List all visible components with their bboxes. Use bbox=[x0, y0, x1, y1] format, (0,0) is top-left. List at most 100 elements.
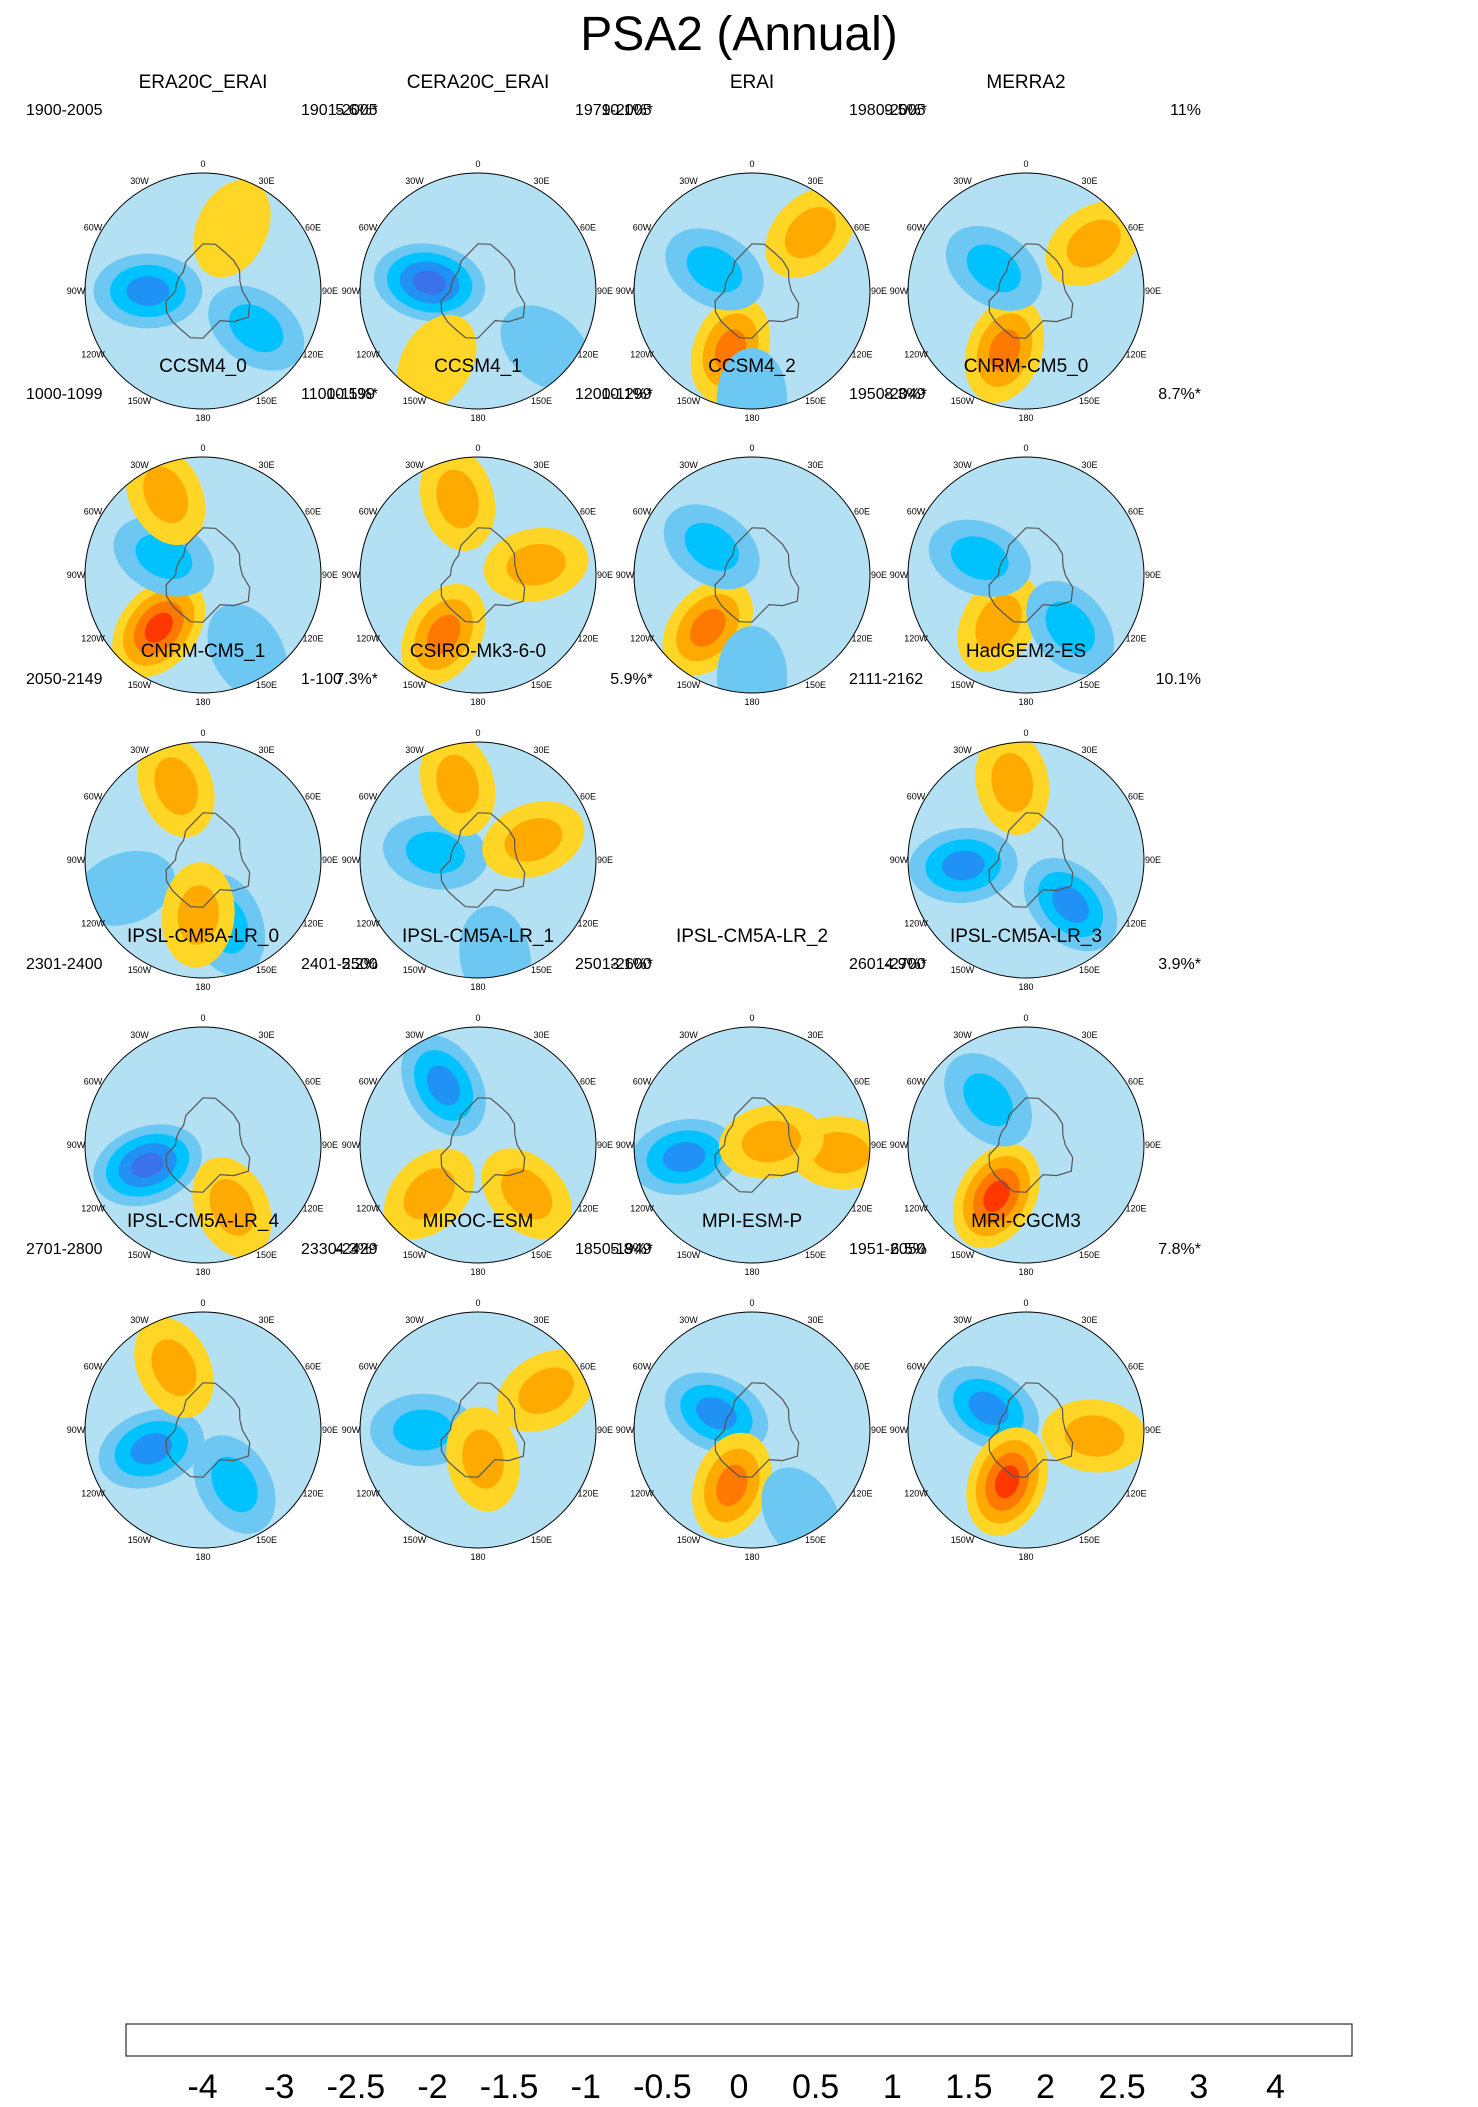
anomaly-contour bbox=[810, 1132, 870, 1174]
longitude-label: 30E bbox=[807, 176, 823, 186]
panel-period: 1850-1949 bbox=[575, 1241, 652, 1258]
map-panel: 0 30E 60E 90E 120E 150E 180 150W 120W 90W 60W 30W IP… bbox=[569, 926, 935, 1306]
anomaly-contour bbox=[130, 1433, 173, 1465]
panel-variance: 9.5%* bbox=[884, 102, 927, 119]
longitude-label: 60W bbox=[633, 1077, 652, 1087]
polar-map: 0 30E 60E 90E 120E 150E 180 150W 120W 90W 60W 30W bbox=[890, 1298, 1161, 1562]
longitude-label: 30E bbox=[1081, 176, 1097, 186]
longitude-label: 60E bbox=[305, 223, 321, 233]
panel-title: CSIRO-Mk3-6-0 bbox=[409, 641, 547, 662]
colorbar-label: 2 bbox=[1036, 2068, 1055, 2106]
polar-map: 0 30E 60E 90E 120E 150E 180 150W 120W 90W 60W 30W bbox=[890, 443, 1161, 707]
longitude-label: 120W bbox=[904, 919, 928, 929]
longitude-label: 0 bbox=[200, 1013, 205, 1023]
longitude-label: 90E bbox=[1145, 1425, 1161, 1435]
panel-title: IPSL-CM5A-LR_2 bbox=[675, 926, 829, 947]
longitude-label: 90E bbox=[322, 570, 338, 580]
map-border bbox=[907, 456, 1145, 694]
longitude-label: 60W bbox=[359, 792, 378, 802]
colorbar-label: 2.5 bbox=[1098, 2068, 1145, 2106]
longitude-label: 90W bbox=[890, 1140, 909, 1150]
coastline bbox=[714, 1097, 800, 1193]
longitude-label: 60E bbox=[854, 507, 870, 517]
panel-variance: 10.1% bbox=[1155, 671, 1201, 688]
polar-map: 0 30E 60E 90E 120E 150E 180 150W 120W 90W 60W 30W bbox=[890, 159, 1161, 423]
longitude-label: 30W bbox=[679, 1030, 698, 1040]
coastline bbox=[165, 243, 251, 339]
longitude-label: 120E bbox=[1125, 634, 1146, 644]
longitude-label: 30W bbox=[405, 1315, 424, 1325]
longitude-label: 60W bbox=[359, 1362, 378, 1372]
longitude-label: 90E bbox=[1145, 855, 1161, 865]
coastline bbox=[165, 527, 251, 623]
panel-title: ERA20C_ERAI bbox=[138, 72, 268, 93]
longitude-label: 180 bbox=[470, 1552, 485, 1562]
polar-map: 0 30E 60E 90E 120E 150E 180 150W 120W 90W 60W 30W bbox=[616, 443, 887, 707]
longitude-label: 90W bbox=[342, 570, 361, 580]
longitude-label: 120W bbox=[81, 1489, 105, 1499]
longitude-label: 150W bbox=[128, 1535, 152, 1545]
longitude-label: 60E bbox=[1128, 507, 1144, 517]
longitude-label: 30E bbox=[1081, 1315, 1097, 1325]
longitude-label: 30W bbox=[679, 176, 698, 186]
panel-variance: 3.1%* bbox=[610, 956, 653, 973]
colorbar-label: 4 bbox=[1266, 2068, 1285, 2106]
map-border bbox=[359, 1026, 597, 1264]
anomaly-contour bbox=[504, 818, 563, 862]
longitude-label: 180 bbox=[470, 697, 485, 707]
longitude-label: 60W bbox=[907, 507, 926, 517]
coastline bbox=[440, 812, 526, 908]
map-panel: 0 30E 60E 90E 120E 150E 180 150W 120W 90W 60W 30W CE… bbox=[295, 72, 661, 452]
panel-title: CCSM4_0 bbox=[159, 356, 247, 377]
map-border bbox=[84, 1026, 322, 1264]
longitude-label: 150W bbox=[951, 1250, 975, 1260]
longitude-label: 90E bbox=[871, 570, 887, 580]
longitude-label: 0 bbox=[1023, 728, 1028, 738]
longitude-label: 90E bbox=[597, 1140, 613, 1150]
longitude-label: 0 bbox=[749, 1013, 754, 1023]
anomaly-contour bbox=[403, 1168, 455, 1220]
longitude-label: 90W bbox=[890, 286, 909, 296]
longitude-label: 150E bbox=[805, 396, 826, 406]
anomaly-contour bbox=[716, 1464, 748, 1507]
polar-map: 0 30E 60E 90E 120E 150E 180 150W 120W 90W 60W 30W bbox=[342, 1013, 613, 1277]
map-border bbox=[633, 1026, 871, 1264]
longitude-label: 90E bbox=[871, 1140, 887, 1150]
longitude-label: 150E bbox=[256, 396, 277, 406]
map-border bbox=[84, 456, 322, 694]
longitude-label: 120W bbox=[356, 350, 380, 360]
anomaly-contour bbox=[405, 831, 465, 874]
longitude-label: 60E bbox=[1128, 792, 1144, 802]
longitude-label: 60E bbox=[854, 1077, 870, 1087]
anomaly-contour bbox=[393, 1409, 453, 1451]
longitude-label: 90W bbox=[616, 286, 635, 296]
anomaly-contour bbox=[1066, 219, 1121, 268]
longitude-label: 60W bbox=[84, 223, 103, 233]
panel-title: CNRM-CM5_0 bbox=[963, 356, 1089, 377]
map-panel: 0 30E 60E 90E 120E 150E 180 150W 120W 90W 60W 30W IP… bbox=[20, 1211, 386, 1591]
anomaly-contour bbox=[991, 752, 1034, 813]
longitude-label: 150W bbox=[403, 1535, 427, 1545]
coastline bbox=[714, 1382, 800, 1478]
longitude-label: 30E bbox=[533, 1315, 549, 1325]
longitude-label: 0 bbox=[200, 728, 205, 738]
longitude-label: 120E bbox=[577, 350, 598, 360]
panel-period: 2401-2500 bbox=[301, 956, 378, 973]
longitude-label: 30E bbox=[807, 1030, 823, 1040]
longitude-label: 120E bbox=[577, 919, 598, 929]
longitude-label: 0 bbox=[1023, 159, 1028, 169]
longitude-label: 180 bbox=[744, 413, 759, 423]
anomaly-contour bbox=[426, 614, 461, 655]
panel-variance: 5.8%* bbox=[610, 1241, 653, 1258]
anomaly-contour bbox=[501, 1168, 553, 1220]
anomaly-contour bbox=[151, 1339, 197, 1396]
longitude-label: 90W bbox=[342, 1425, 361, 1435]
longitude-label: 0 bbox=[200, 443, 205, 453]
panel-period: 2111-2162 bbox=[849, 671, 924, 688]
map-panel: 0 30E 60E 90E 120E 150E 180 150W 120W 90W 60W 30W CN… bbox=[20, 641, 386, 1021]
longitude-label: 150E bbox=[531, 680, 552, 690]
anomaly-contour bbox=[988, 329, 1021, 371]
longitude-label: 30W bbox=[679, 1315, 698, 1325]
anomaly-contour bbox=[396, 314, 477, 409]
map-panel: 0 30E 60E 90E 120E 150E 180 150W 120W 90W 60W 30W ER… bbox=[20, 72, 386, 452]
